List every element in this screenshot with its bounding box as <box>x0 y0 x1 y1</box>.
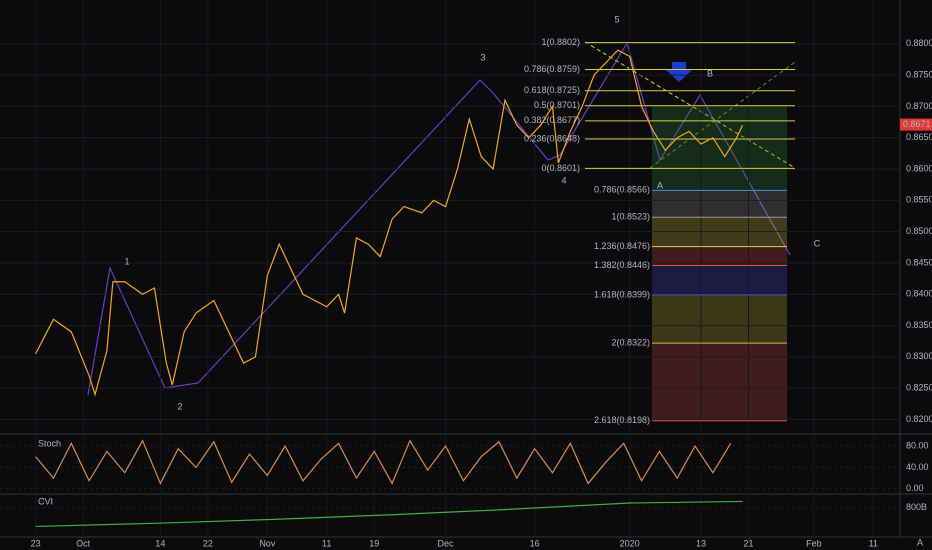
fib-label: 0.786(0.8566) <box>594 185 650 195</box>
fib-label: 0.236(0.8648) <box>524 133 580 143</box>
y-tick-label: 0.8200 <box>906 414 932 424</box>
x-tick-label: 23 <box>31 538 41 548</box>
fib-band <box>652 265 787 295</box>
pane-title: CVI <box>38 496 53 506</box>
x-tick-label: 2020 <box>620 538 640 548</box>
wave-label: 2 <box>177 401 182 411</box>
fib-label: 1.236(0.8476) <box>594 241 650 251</box>
x-tick-label: Dec <box>438 538 455 548</box>
fib-label: 1(0.8802) <box>541 37 580 47</box>
fib-label: 2.618(0.8198) <box>594 415 650 425</box>
pane-title: Stoch <box>38 438 61 448</box>
price-tag <box>900 118 932 131</box>
y-tick-label: 40.00 <box>906 462 929 472</box>
y-tick-label: 0.8800 <box>906 38 932 48</box>
x-tick-label: 16 <box>530 538 540 548</box>
y-tick-label: 0.00 <box>906 483 924 493</box>
x-tick-label: 19 <box>369 538 379 548</box>
fib-label: 1.382(0.8446) <box>594 260 650 270</box>
fib-band <box>652 246 787 266</box>
price-tag-label: 0.8671 <box>903 119 931 129</box>
y-tick-label: 0.8650 <box>906 132 932 142</box>
y-tick-label: 0.8450 <box>906 257 932 267</box>
price-line <box>35 49 744 397</box>
fib-trend <box>649 61 796 169</box>
wave-label: 3 <box>480 52 485 62</box>
fib-label: 0.618(0.8725) <box>524 85 580 95</box>
y-tick-label: 0.8550 <box>906 195 932 205</box>
y-tick-label: 0.8250 <box>906 383 932 393</box>
fib-trend <box>584 41 796 169</box>
y-tick-label: 0.8700 <box>906 101 932 111</box>
fib-label: 0.382(0.8677) <box>524 115 580 125</box>
y-tick-label: 0.8350 <box>906 320 932 330</box>
fib-label: 1.618(0.8399) <box>594 289 650 299</box>
wave-label: A <box>657 180 663 190</box>
wave-label: B <box>707 68 713 78</box>
fib-label: 0.5(0.8701) <box>534 100 580 110</box>
y-tick-label: 0.8500 <box>906 226 932 236</box>
x-tick-label: 13 <box>696 538 706 548</box>
fib-band <box>652 343 787 421</box>
x-tick-label: 14 <box>155 538 165 548</box>
y-tick-label: 0.8750 <box>906 70 932 80</box>
fib-band <box>652 190 787 218</box>
y-tick-label: 0.8600 <box>906 163 932 173</box>
y-tick-label: 0.8300 <box>906 351 932 361</box>
x-tick-label: 22 <box>203 538 213 548</box>
fib-label: 1(0.8523) <box>611 212 650 222</box>
x-tick-label: 11 <box>322 538 331 548</box>
price-line <box>35 439 732 485</box>
arrow-icon <box>666 62 692 82</box>
price-line <box>35 500 743 528</box>
y-tick-label: 0.8400 <box>906 289 932 299</box>
wave-label: C <box>814 238 821 248</box>
x-tick-label: 21 <box>744 538 754 548</box>
fib-label: 0(0.8601) <box>541 163 580 173</box>
wave-label: 5 <box>614 14 619 24</box>
y-tick-label: 800B <box>906 502 927 512</box>
x-tick-label: 11 <box>869 538 878 548</box>
wave-label: 4 <box>561 175 566 185</box>
fib-label: 2(0.8322) <box>611 337 650 347</box>
axis-icon: A <box>917 537 923 547</box>
fib-label: 0.786(0.8759) <box>524 64 580 74</box>
wave-label: 1 <box>124 256 129 266</box>
fib-band <box>652 294 787 344</box>
x-tick-label: Nov <box>259 538 276 548</box>
x-tick-label: Feb <box>806 538 822 548</box>
y-tick-label: 80.00 <box>906 440 929 450</box>
x-tick-label: Oct <box>76 538 91 548</box>
